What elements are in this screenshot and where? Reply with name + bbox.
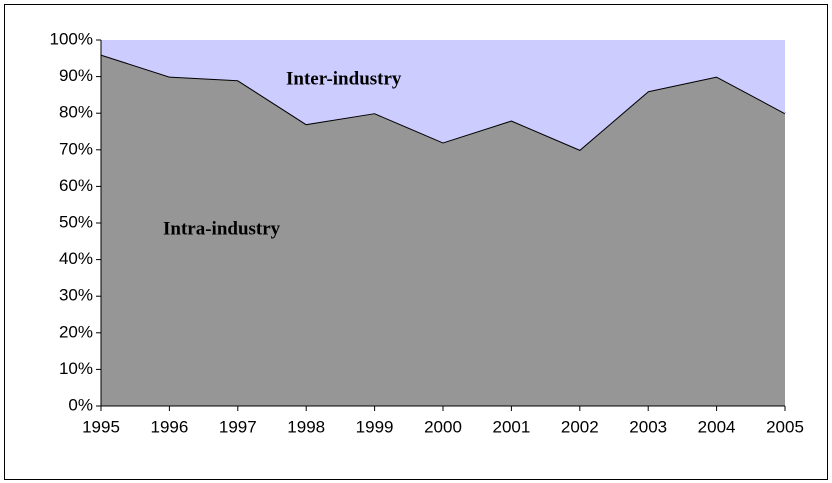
series-label: Inter-industry bbox=[286, 68, 402, 89]
y-tick-label: 80% bbox=[59, 103, 93, 122]
x-tick-label: 2003 bbox=[629, 417, 667, 436]
x-tick-label: 2001 bbox=[492, 417, 530, 436]
y-tick-label: 50% bbox=[59, 212, 93, 231]
y-tick-label: 10% bbox=[59, 359, 93, 378]
y-tick-label: 60% bbox=[59, 176, 93, 195]
x-tick-label: 1997 bbox=[219, 417, 257, 436]
x-tick-label: 1998 bbox=[287, 417, 325, 436]
x-tick-label: 1995 bbox=[82, 417, 120, 436]
x-tick-label: 2004 bbox=[698, 417, 736, 436]
x-tick-label: 2002 bbox=[561, 417, 599, 436]
area bbox=[101, 54, 785, 406]
series-label: Intra-industry bbox=[163, 218, 281, 239]
y-tick-label: 100% bbox=[50, 29, 93, 48]
x-tick-label: 1999 bbox=[356, 417, 394, 436]
y-tick-label: 20% bbox=[59, 322, 93, 341]
y-tick-label: 40% bbox=[59, 249, 93, 268]
x-tick-label: 1996 bbox=[150, 417, 188, 436]
y-tick-label: 70% bbox=[59, 139, 93, 158]
x-tick-label: 2005 bbox=[766, 417, 804, 436]
x-tick-label: 2000 bbox=[424, 417, 462, 436]
y-tick-label: 30% bbox=[59, 286, 93, 305]
area bbox=[101, 40, 785, 150]
y-tick-label: 0% bbox=[68, 395, 93, 414]
y-tick-label: 90% bbox=[59, 66, 93, 85]
